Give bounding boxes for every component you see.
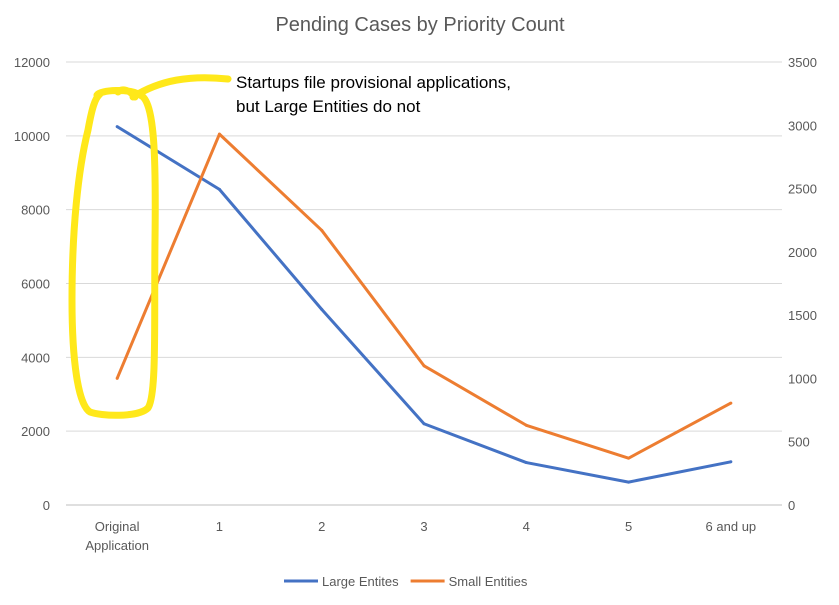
right-axis-ticks: 0 500 1000 1500 2000 2500 3000 3500: [788, 55, 817, 513]
right-tick-label: 0: [788, 498, 795, 513]
data-point: [217, 187, 221, 191]
x-tick-label: 6 and up: [706, 519, 757, 534]
left-tick-label: 8000: [21, 203, 50, 218]
left-tick-label: 4000: [21, 350, 50, 365]
x-axis-ticks: Original Application 1 2 3 4 5 6 and up: [85, 519, 756, 553]
x-tick-label: 4: [523, 519, 530, 534]
x-tick-label: 3: [420, 519, 427, 534]
right-tick-label: 3000: [788, 118, 817, 133]
data-point: [524, 461, 528, 465]
series-line-large-entites: [116, 125, 732, 484]
data-point: [627, 456, 631, 460]
data-point: [729, 401, 733, 405]
x-tick-label: Application: [85, 538, 149, 553]
right-tick-label: 2500: [788, 182, 817, 197]
data-point: [320, 307, 324, 311]
left-tick-label: 6000: [21, 277, 50, 292]
left-tick-label: 0: [43, 498, 50, 513]
highlight-circle-annotation: [68, 74, 232, 419]
annotation-line-1: Startups file provisional applications,: [236, 73, 511, 92]
gridlines: [66, 61, 782, 506]
legend: Large Entites Small Entities: [284, 574, 528, 589]
x-tick-label: Original: [95, 519, 140, 534]
data-point: [729, 460, 733, 464]
data-point: [422, 364, 426, 368]
data-point: [115, 376, 119, 380]
x-tick-label: 5: [625, 519, 632, 534]
annotation-line-2: but Large Entities do not: [236, 97, 421, 116]
chart-title: Pending Cases by Priority Count: [275, 14, 564, 36]
right-tick-label: 1500: [788, 308, 817, 323]
right-tick-label: 500: [788, 435, 810, 450]
data-point: [422, 422, 426, 426]
left-tick-label: 10000: [14, 129, 50, 144]
legend-label: Large Entites: [322, 574, 399, 589]
data-point: [524, 423, 528, 427]
right-tick-label: 2000: [788, 245, 817, 260]
data-point: [217, 132, 221, 136]
right-tick-label: 1000: [788, 371, 817, 386]
left-tick-label: 2000: [21, 424, 50, 439]
data-point: [320, 228, 324, 232]
legend-label: Small Entities: [449, 574, 528, 589]
right-tick-label: 3500: [788, 55, 817, 70]
left-tick-label: 12000: [14, 55, 50, 70]
data-point: [115, 125, 119, 129]
series-lines: [115, 125, 733, 484]
data-point: [627, 480, 631, 484]
x-tick-label: 1: [216, 519, 223, 534]
x-tick-label: 2: [318, 519, 325, 534]
left-axis-ticks: 0 2000 4000 6000 8000 10000 12000: [14, 55, 50, 513]
